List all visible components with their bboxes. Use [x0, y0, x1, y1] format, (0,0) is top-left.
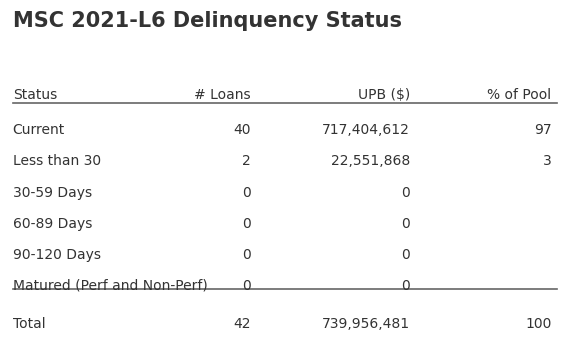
Text: Less than 30: Less than 30 [13, 154, 101, 168]
Text: Status: Status [13, 88, 57, 102]
Text: 40: 40 [234, 123, 251, 137]
Text: MSC 2021-L6 Delinquency Status: MSC 2021-L6 Delinquency Status [13, 11, 402, 31]
Text: 2: 2 [242, 154, 251, 168]
Text: 0: 0 [401, 217, 410, 231]
Text: 739,956,481: 739,956,481 [321, 317, 410, 331]
Text: 0: 0 [242, 186, 251, 200]
Text: 0: 0 [242, 279, 251, 293]
Text: 0: 0 [401, 279, 410, 293]
Text: 22,551,868: 22,551,868 [331, 154, 410, 168]
Text: 42: 42 [234, 317, 251, 331]
Text: 97: 97 [534, 123, 552, 137]
Text: Matured (Perf and Non-Perf): Matured (Perf and Non-Perf) [13, 279, 207, 293]
Text: 90-120 Days: 90-120 Days [13, 248, 101, 262]
Text: 60-89 Days: 60-89 Days [13, 217, 92, 231]
Text: 30-59 Days: 30-59 Days [13, 186, 92, 200]
Text: 0: 0 [401, 186, 410, 200]
Text: 0: 0 [401, 248, 410, 262]
Text: # Loans: # Loans [194, 88, 251, 102]
Text: Total: Total [13, 317, 46, 331]
Text: Current: Current [13, 123, 65, 137]
Text: 0: 0 [242, 217, 251, 231]
Text: 100: 100 [525, 317, 552, 331]
Text: UPB ($): UPB ($) [357, 88, 410, 102]
Text: 717,404,612: 717,404,612 [322, 123, 410, 137]
Text: % of Pool: % of Pool [487, 88, 552, 102]
Text: 0: 0 [242, 248, 251, 262]
Text: 3: 3 [543, 154, 552, 168]
